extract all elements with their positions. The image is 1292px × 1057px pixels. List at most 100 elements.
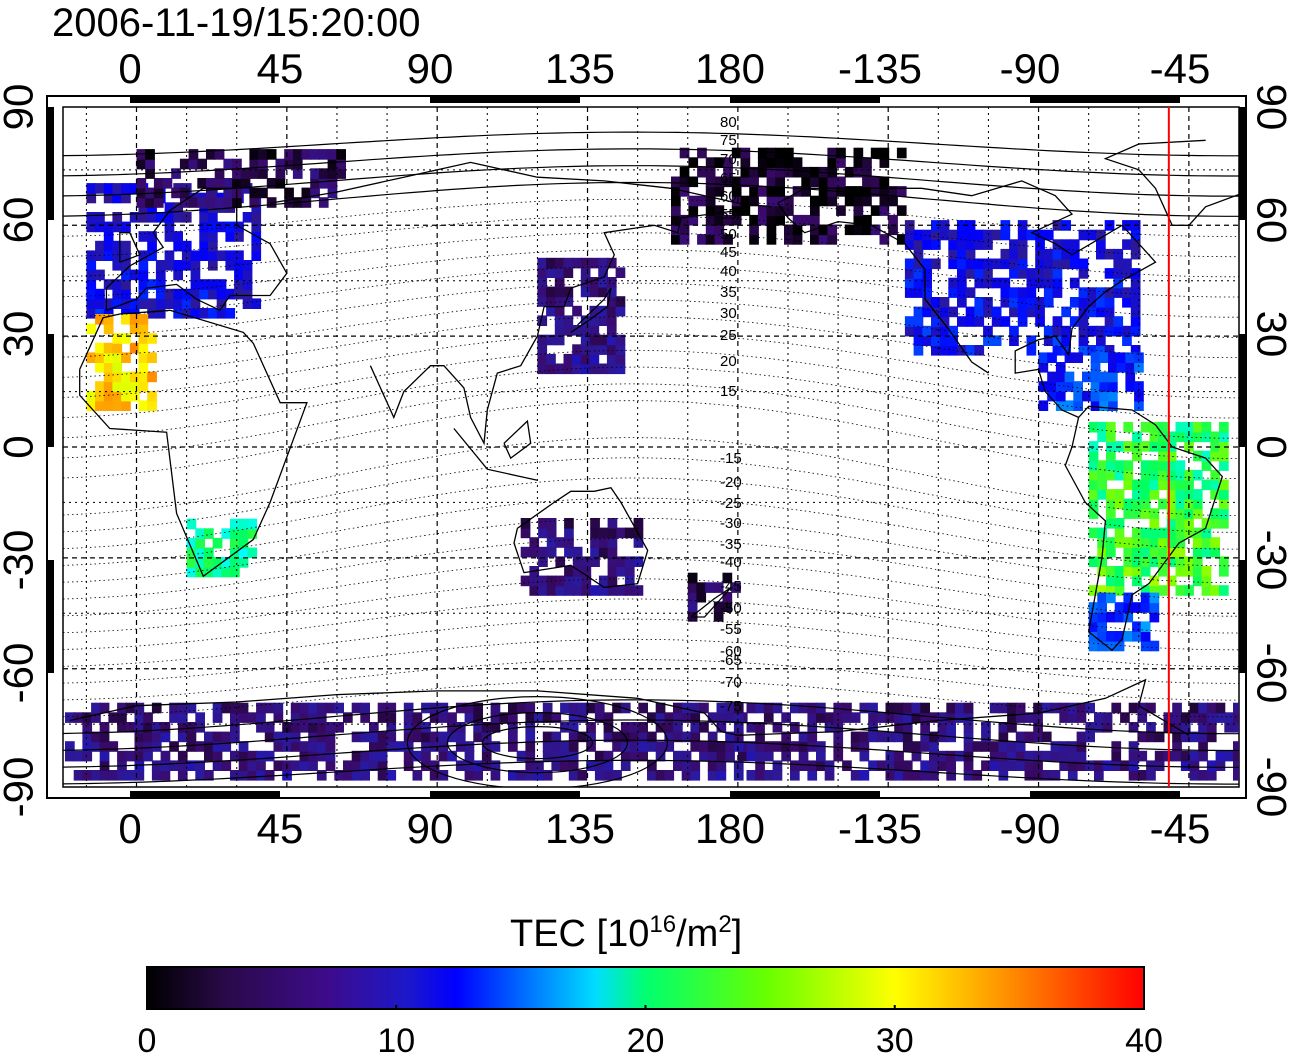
- tec-cell: [688, 195, 699, 207]
- tec-cell: [1026, 268, 1037, 279]
- tec-cell: [308, 760, 318, 771]
- tec-cell: [868, 731, 878, 743]
- tec-cell: [138, 400, 149, 411]
- tec-cell: [1158, 566, 1168, 577]
- tec-cell: [121, 371, 131, 383]
- tec-cell: [1106, 431, 1116, 443]
- tec-cell: [580, 325, 591, 336]
- tec-cell: [1172, 702, 1182, 714]
- tec-cell: [816, 750, 826, 762]
- tec-cell: [1149, 602, 1160, 613]
- tec-cell: [853, 147, 864, 159]
- tec-cell: [360, 760, 370, 771]
- tec-cell: [568, 770, 579, 781]
- tec-cell: [186, 547, 197, 559]
- tec-cell: [1198, 712, 1208, 723]
- tec-cell: [1087, 287, 1097, 298]
- tec-cell: [1175, 489, 1186, 500]
- tec-cell: [86, 192, 97, 204]
- tec-cell: [186, 731, 197, 743]
- tec-cell: [121, 390, 131, 402]
- tec-cell: [1219, 518, 1229, 529]
- contour-line: [63, 457, 1239, 533]
- tec-cell: [206, 187, 216, 199]
- tec-cell: [195, 760, 205, 771]
- tec-cell: [757, 147, 768, 159]
- tec-cell: [1104, 306, 1115, 318]
- tec-cell: [230, 770, 240, 781]
- tec-cell: [581, 566, 592, 577]
- tec-cell: [1158, 469, 1168, 481]
- tec-region-north-africa: [86, 314, 157, 411]
- tec-cell: [946, 760, 956, 771]
- tec-cell: [1189, 770, 1200, 781]
- tec-cell: [1033, 712, 1043, 723]
- tec-cell: [377, 731, 388, 743]
- tec-cell: [1073, 352, 1083, 363]
- tec-cell: [798, 760, 809, 771]
- tec-cell: [1106, 460, 1116, 471]
- tec-cell: [931, 258, 941, 270]
- tec-cell: [1078, 325, 1089, 337]
- tec-cell: [853, 186, 864, 197]
- tec-cell: [810, 195, 820, 207]
- tec-cell: [1210, 537, 1220, 548]
- tec-cell: [204, 731, 214, 743]
- tec-cell: [490, 702, 501, 714]
- tec-cell: [190, 308, 201, 319]
- tec-cell: [1097, 631, 1107, 642]
- tec-cell: [147, 333, 157, 344]
- tec-cell: [1096, 239, 1106, 250]
- tec-cell: [615, 363, 626, 375]
- tec-cell: [922, 277, 932, 289]
- tec-cell: [256, 760, 266, 771]
- tec-cell: [564, 566, 574, 577]
- tec-cell: [1035, 297, 1045, 308]
- tec-cell: [790, 722, 800, 733]
- tec-cell: [412, 770, 423, 781]
- tec-cell: [95, 342, 105, 354]
- tec-cell: [1061, 248, 1071, 260]
- tec-cell: [186, 741, 197, 752]
- tec-cell: [318, 149, 329, 160]
- lat-tick-right: 30: [1249, 311, 1292, 358]
- tec-cell: [1067, 712, 1078, 723]
- tec-cell: [590, 527, 600, 539]
- contour-labels: 8075706560555045403530252015-15-20-25-30…: [720, 114, 742, 715]
- contour-loop: [481, 726, 594, 760]
- tec-cell: [232, 178, 242, 189]
- tec-cell: [1219, 498, 1229, 510]
- tec-cell: [499, 712, 509, 723]
- tec-cell: [922, 306, 932, 318]
- tec-cell: [554, 334, 565, 346]
- tec-cell: [108, 770, 119, 781]
- tec-cell: [112, 400, 123, 411]
- tec-cell: [612, 702, 622, 714]
- tec-cell: [86, 269, 97, 281]
- tec-cell: [1000, 297, 1011, 308]
- tec-cell: [230, 731, 240, 743]
- tec-cell: [885, 760, 896, 771]
- tec-cell: [1055, 362, 1066, 373]
- tec-cell: [1000, 316, 1011, 327]
- tec-cell: [190, 279, 201, 290]
- tec-cell: [162, 178, 173, 189]
- tec-cell: [580, 334, 591, 346]
- tec-cell: [403, 722, 414, 733]
- tec-cell: [687, 591, 698, 603]
- tec-cell: [1106, 489, 1116, 500]
- tec-cell: [308, 750, 318, 762]
- tec-cell: [1175, 421, 1186, 433]
- tec-cell: [208, 221, 218, 233]
- tec-cell: [179, 187, 190, 199]
- tec-cell: [564, 537, 574, 548]
- tec-cell: [112, 183, 123, 194]
- tec-cell: [647, 770, 657, 781]
- tec-cell: [1069, 297, 1080, 308]
- tec-cell: [671, 195, 681, 207]
- tec-cell: [1024, 760, 1035, 771]
- tec-cell: [922, 268, 932, 279]
- tec-cell: [931, 297, 941, 308]
- tec-cell: [888, 224, 898, 236]
